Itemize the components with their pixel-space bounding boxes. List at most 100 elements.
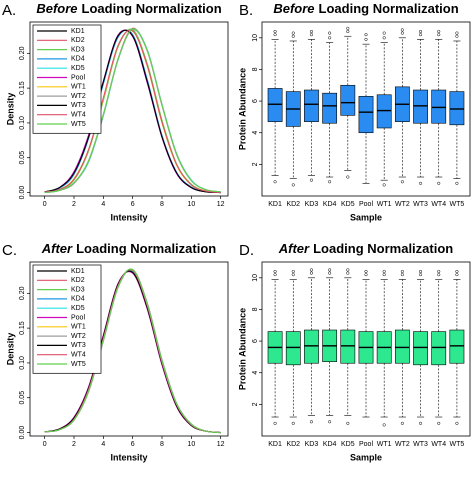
outlier — [455, 421, 459, 425]
outlier — [291, 269, 295, 274]
outlier — [437, 269, 441, 274]
outlier — [346, 268, 350, 272]
outlier — [455, 34, 459, 38]
outlier — [437, 181, 441, 185]
outlier — [309, 268, 314, 272]
x-tick-label: WT5 — [450, 441, 465, 448]
box — [340, 329, 356, 364]
panel: B. Before Loading Normalization Sample Prote… — [237, 1, 471, 222]
box — [376, 94, 392, 129]
outlier — [346, 421, 350, 425]
outlier — [437, 273, 441, 277]
outlier — [364, 269, 368, 274]
x-tick-label: KD3 — [305, 201, 319, 208]
legend-label: KD3 — [71, 286, 85, 293]
legend-label: WT2 — [71, 93, 86, 100]
title-emphasis: Before — [273, 1, 314, 16]
x-tick-label: 4 — [101, 201, 105, 208]
outlier — [400, 269, 404, 274]
title-rest: Loading Normalization — [82, 1, 222, 16]
legend-label: KD1 — [71, 28, 85, 35]
x-axis-label: Intensity — [110, 212, 147, 222]
title-emphasis: After — [278, 241, 310, 256]
legend-label: KD4 — [71, 56, 85, 63]
box — [304, 89, 319, 122]
y-tick-label: 4 — [252, 131, 259, 135]
outlier — [309, 271, 314, 275]
y-axis-label: Protein Abundance — [237, 308, 247, 390]
legend-label: WT1 — [71, 324, 86, 331]
panel-label: B. — [239, 2, 253, 19]
density-line — [44, 29, 221, 194]
outlier — [400, 31, 404, 35]
outlier — [309, 178, 314, 182]
x-tick-label: WT2 — [395, 441, 410, 448]
x-tick-label: KD4 — [323, 201, 337, 208]
outlier — [455, 31, 459, 35]
y-tick-label: 6 — [252, 99, 259, 103]
plot-frame — [29, 21, 229, 197]
title-emphasis: After — [41, 241, 73, 256]
title-rest: Loading Normalization — [319, 1, 459, 16]
outlier — [309, 29, 314, 34]
panel-label: C. — [2, 242, 17, 259]
outlier — [400, 421, 404, 425]
y-tick-label: 0.05 — [19, 391, 26, 405]
x-tick-label: 8 — [160, 441, 164, 448]
legend-label: KD2 — [71, 37, 85, 44]
legend-label: KD5 — [71, 65, 85, 72]
x-tick-label: WT2 — [395, 201, 410, 208]
x-tick-label: Pool — [359, 441, 373, 448]
box — [431, 331, 447, 366]
panel-title: Before Loading Normalization — [273, 1, 458, 16]
outlier — [437, 29, 441, 34]
outlier — [418, 33, 423, 37]
outlier — [382, 423, 386, 427]
outlier — [346, 175, 350, 179]
x-tick-label: WT5 — [450, 201, 465, 208]
y-tick-label: 0.15 — [19, 321, 26, 335]
y-tick-label: 0.20 — [19, 286, 26, 300]
x-tick-label: 10 — [187, 201, 195, 208]
legend-label: KD5 — [71, 305, 85, 312]
panel: C. After Loading Normalization Intensity Den… — [2, 241, 229, 462]
outlier — [418, 273, 423, 277]
outlier — [291, 183, 295, 187]
legend-label: WT1 — [71, 84, 86, 91]
y-tick-label: 8 — [252, 67, 259, 71]
outlier — [400, 180, 404, 184]
outlier — [328, 420, 332, 424]
outlier — [309, 33, 314, 37]
x-tick-label: 2 — [72, 201, 76, 208]
box — [358, 96, 374, 134]
title-rest: Loading Normalization — [313, 241, 453, 256]
outlier — [291, 31, 295, 35]
y-tick-label: 0.20 — [19, 46, 26, 60]
x-tick-label: KD2 — [286, 201, 300, 208]
outlier — [382, 36, 386, 40]
legend-label: WT3 — [71, 342, 86, 349]
legend-label: Pool — [71, 314, 85, 321]
x-tick-label: KD1 — [268, 201, 282, 208]
title-emphasis: Before — [36, 1, 77, 16]
x-tick-label: 12 — [217, 201, 225, 208]
x-tick-label: KD2 — [286, 441, 300, 448]
x-tick-label: 6 — [131, 441, 135, 448]
y-axis-label: Protein Abundance — [237, 68, 247, 150]
x-tick-label: KD4 — [323, 441, 337, 448]
y-tick-label: 0.05 — [19, 151, 26, 165]
x-tick-label: 0 — [43, 441, 47, 448]
box — [413, 89, 428, 124]
outlier — [346, 29, 350, 34]
legend-label: KD3 — [71, 46, 85, 53]
legend-box — [32, 264, 102, 374]
y-axis-label: Density — [5, 93, 15, 126]
legend-label: WT2 — [71, 333, 86, 340]
density-line — [44, 29, 221, 194]
x-axis-label: Sample — [350, 212, 382, 222]
x-tick-label: WT3 — [413, 201, 428, 208]
box — [394, 329, 410, 364]
x-tick-label: WT1 — [377, 441, 392, 448]
outlier — [328, 31, 332, 35]
outlier — [328, 180, 332, 184]
